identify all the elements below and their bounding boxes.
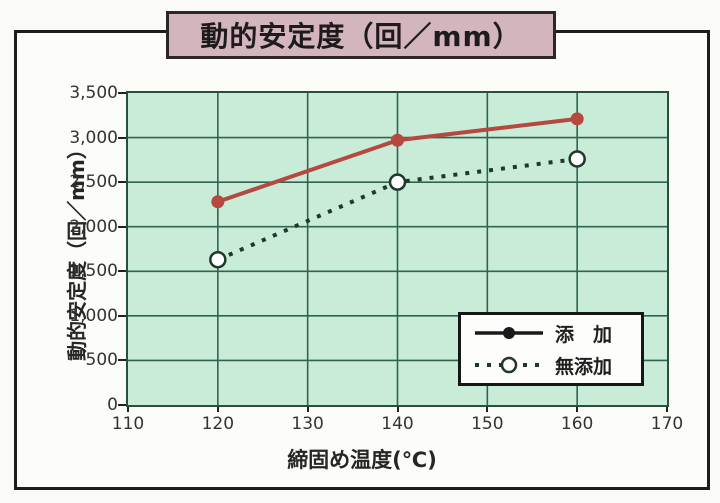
x-tick-mark bbox=[306, 405, 309, 412]
x-tick-mark bbox=[396, 405, 399, 412]
y-tick-mark bbox=[118, 181, 126, 184]
legend: 添 加 無添加 bbox=[458, 312, 644, 386]
chart-title: 動的安定度（回／mm） bbox=[200, 20, 522, 53]
x-axis-title: 締固め温度(℃) bbox=[287, 448, 437, 472]
y-tick-label: 3,500 bbox=[69, 83, 118, 103]
x-tick-mark bbox=[127, 405, 129, 412]
x-tick-label: 160 bbox=[560, 414, 594, 434]
y-tick-mark bbox=[118, 136, 126, 139]
legend-label: 無添加 bbox=[555, 355, 613, 378]
x-tick-label: 130 bbox=[291, 414, 324, 434]
y-tick-mark bbox=[118, 225, 126, 228]
y-tick-label: 3,000 bbox=[69, 127, 118, 148]
y-tick-label: 2,000 bbox=[69, 216, 118, 237]
x-tick-mark bbox=[576, 405, 579, 412]
legend-item-無添加: 無添加 bbox=[473, 351, 641, 379]
legend-solid-line-sample bbox=[475, 327, 543, 339]
x-tick-label: 120 bbox=[201, 414, 235, 434]
y-tick-mark bbox=[118, 404, 126, 406]
x-tick-mark bbox=[666, 405, 668, 412]
y-tick-mark bbox=[118, 314, 126, 317]
x-tick-label: 140 bbox=[381, 414, 414, 434]
legend-label: 添 加 bbox=[555, 323, 613, 346]
y-tick-label: 1,000 bbox=[69, 305, 118, 326]
x-tick-mark bbox=[486, 405, 489, 412]
x-tick-label: 110 bbox=[111, 414, 145, 434]
x-tick-label: 170 bbox=[650, 414, 684, 434]
x-tick-label: 150 bbox=[471, 414, 504, 434]
y-tick-label: 0 bbox=[107, 395, 118, 415]
y-tick-label: 500 bbox=[85, 350, 118, 371]
x-tick-mark bbox=[216, 405, 219, 412]
y-tick-label: 1,500 bbox=[69, 261, 118, 282]
y-tick-mark bbox=[118, 270, 126, 273]
legend-item-添加: 添 加 bbox=[473, 319, 641, 347]
y-tick-label: 2,500 bbox=[69, 172, 118, 193]
legend-dotted-line-sample bbox=[475, 356, 543, 374]
chart-canvas bbox=[128, 93, 667, 405]
y-tick-mark bbox=[118, 359, 126, 362]
y-tick-mark bbox=[118, 92, 126, 94]
chart-title-box: 動的安定度（回／mm） bbox=[166, 11, 556, 59]
